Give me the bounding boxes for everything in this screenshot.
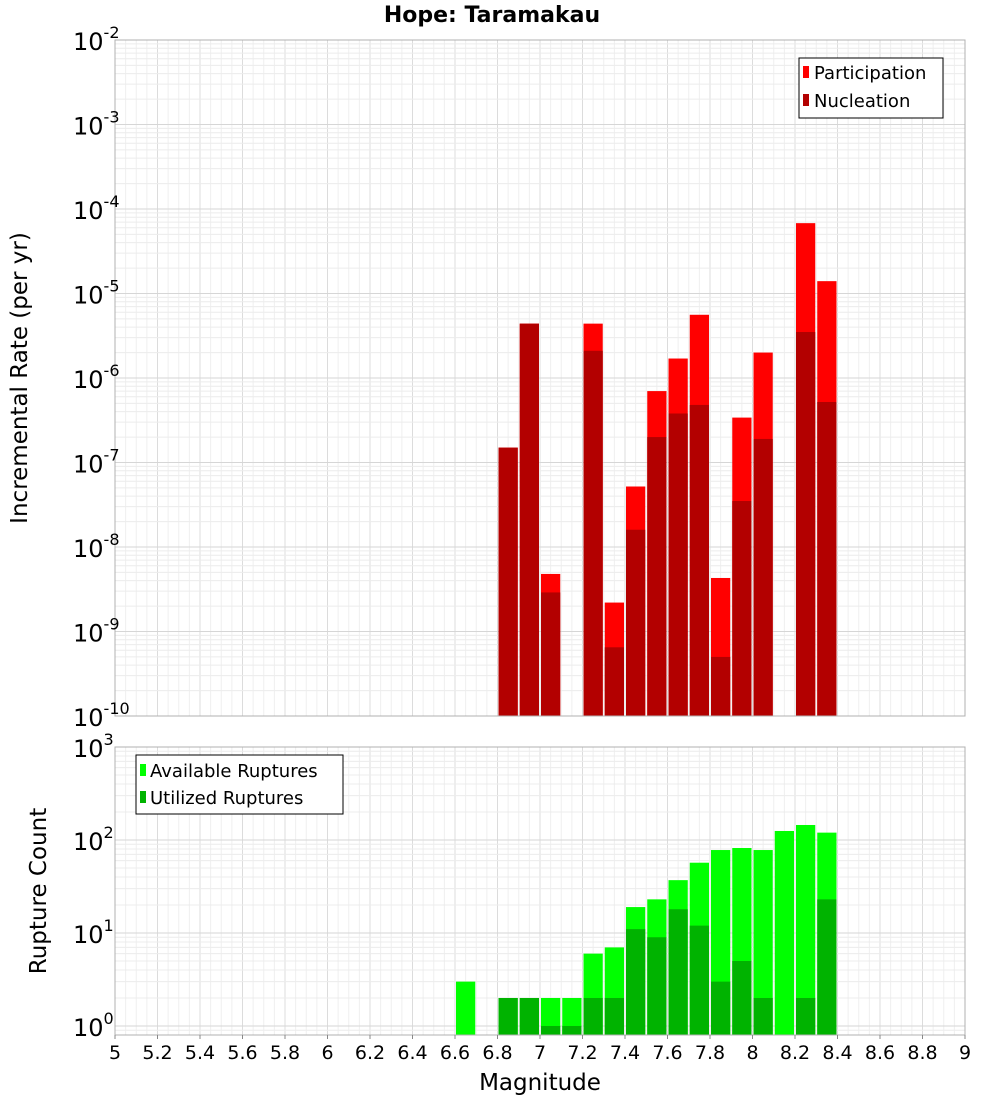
rate-bar-nucleation <box>817 401 837 716</box>
count-bar-utilized-ruptures <box>711 981 731 1035</box>
count-bar-available-ruptures <box>456 981 476 1035</box>
y-tick-label: 102 <box>73 823 114 856</box>
x-tick-label: 7.4 <box>610 1042 640 1064</box>
y-tick-label: 100 <box>73 1009 114 1042</box>
rate-y-axis-label: Incremental Rate (per yr) <box>7 232 33 524</box>
x-tick-label: 7.2 <box>567 1042 597 1064</box>
rate-legend-box <box>798 57 944 119</box>
x-tick-label: 6.6 <box>440 1042 470 1064</box>
count-x-ticks: 5 5.2 5.4 5.6 5.8 6 6.2 6.4 6.6 6.8 7 7.2 7.4 7.6 7.8 8… <box>109 1035 971 1064</box>
rate-grid <box>114 39 966 717</box>
count-y-ticks: 100 101 102 103 <box>73 730 114 1042</box>
count-bar-utilized-ruptures <box>519 997 539 1035</box>
y-tick-label: 10-3 <box>73 108 120 141</box>
count-y-axis-label: Rupture Count <box>26 808 52 974</box>
y-tick-label: 10-6 <box>73 361 120 394</box>
rate-bar-nucleation <box>519 323 539 716</box>
rate-bar-nucleation <box>541 592 561 716</box>
legend-label-nucleation: Nucleation <box>814 91 910 112</box>
y-tick-label: 10-4 <box>73 192 120 225</box>
legend-swatch-nucleation <box>803 94 809 106</box>
x-tick-label: 6 <box>321 1042 333 1064</box>
x-tick-label: 5.8 <box>270 1042 300 1064</box>
rate-bar-nucleation <box>753 438 773 716</box>
count-bar-utilized-ruptures <box>562 1025 582 1035</box>
rate-bar-nucleation <box>498 447 518 716</box>
x-tick-label: 7.6 <box>652 1042 682 1064</box>
x-tick-label: 7 <box>534 1042 546 1064</box>
legend-swatch-utilized <box>140 791 146 803</box>
x-tick-label: 5 <box>109 1042 121 1064</box>
chart-title: Hope: Taramakau <box>384 3 600 28</box>
rate-bar-nucleation <box>626 529 646 716</box>
rate-bar-nucleation <box>796 332 816 716</box>
count-legend: Available Ruptures Utilized Ruptures <box>135 754 344 815</box>
rate-bar-nucleation <box>668 413 688 716</box>
rate-bar-nucleation <box>711 656 731 716</box>
count-bar-utilized-ruptures <box>498 997 518 1035</box>
x-tick-label: 5.2 <box>142 1042 172 1064</box>
legend-label-participation: Participation <box>814 63 926 84</box>
count-bar-utilized-ruptures <box>817 899 837 1035</box>
legend-swatch-participation <box>803 66 809 78</box>
x-tick-label: 5.6 <box>227 1042 257 1064</box>
x-tick-label: 8.4 <box>822 1042 852 1064</box>
x-tick-label: 6.2 <box>355 1042 385 1064</box>
legend-label-available: Available Ruptures <box>150 761 318 782</box>
y-tick-label: 10-7 <box>73 446 120 479</box>
y-tick-label: 10-5 <box>73 277 120 310</box>
legend-label-utilized: Utilized Ruptures <box>150 788 303 809</box>
count-bar-utilized-ruptures <box>689 925 709 1035</box>
count-bar-utilized-ruptures <box>626 929 646 1035</box>
rate-bar-nucleation <box>647 437 667 716</box>
y-tick-label: 101 <box>73 916 114 949</box>
x-tick-label: 9 <box>959 1042 971 1064</box>
x-tick-label: 5.4 <box>185 1042 215 1064</box>
rate-bar-nucleation <box>604 647 624 716</box>
count-bar-utilized-ruptures <box>541 1025 561 1035</box>
count-bar-utilized-ruptures <box>753 997 773 1035</box>
x-tick-label: 8.6 <box>865 1042 895 1064</box>
count-bar-utilized-ruptures <box>647 937 667 1035</box>
y-tick-label: 10-2 <box>73 23 120 56</box>
rate-bar-nucleation <box>583 350 603 716</box>
count-panel: 100 101 102 103 5 5.2 5.4 5.6 5.8 6 6.2 6.4 6.6 6.8 7… <box>26 730 971 1096</box>
count-bar-available-ruptures <box>541 997 561 1035</box>
rate-panel: 10-10 10-9 10-8 10-7 10-6 10-5 10-4 10-3 10-2 In… <box>7 23 966 732</box>
count-bar-available-ruptures <box>774 830 794 1035</box>
rate-plot-frame <box>114 39 966 717</box>
rate-legend: Participation Nucleation <box>798 57 944 119</box>
y-tick-label: 103 <box>73 730 114 763</box>
x-axis-label: Magnitude <box>479 1070 601 1096</box>
count-legend-box <box>135 754 344 815</box>
rate-y-ticks: 10-10 10-9 10-8 10-7 10-6 10-5 10-4 10-3 10-2 <box>73 23 130 732</box>
count-bar-utilized-ruptures <box>732 960 752 1035</box>
count-bar-available-ruptures <box>796 824 816 1035</box>
count-bars <box>456 824 837 1035</box>
count-bar-available-ruptures <box>753 850 773 1035</box>
x-tick-label: 6.4 <box>397 1042 427 1064</box>
x-tick-label: 8 <box>746 1042 758 1064</box>
rate-bar-nucleation <box>689 404 709 716</box>
rate-bars <box>498 223 837 716</box>
count-bar-utilized-ruptures <box>668 909 688 1035</box>
legend-swatch-available <box>140 764 146 776</box>
x-tick-label: 6.8 <box>482 1042 512 1064</box>
rate-bar-nucleation <box>732 501 752 716</box>
x-tick-label: 8.2 <box>780 1042 810 1064</box>
y-tick-label: 10-8 <box>73 530 120 563</box>
y-tick-label: 10-10 <box>73 699 130 732</box>
count-bar-utilized-ruptures <box>796 997 816 1035</box>
y-tick-label: 10-9 <box>73 615 120 648</box>
count-bar-utilized-ruptures <box>604 997 624 1035</box>
x-tick-label: 7.8 <box>695 1042 725 1064</box>
x-tick-label: 8.8 <box>907 1042 937 1064</box>
count-bar-available-ruptures <box>562 997 582 1035</box>
count-bar-utilized-ruptures <box>583 997 603 1035</box>
